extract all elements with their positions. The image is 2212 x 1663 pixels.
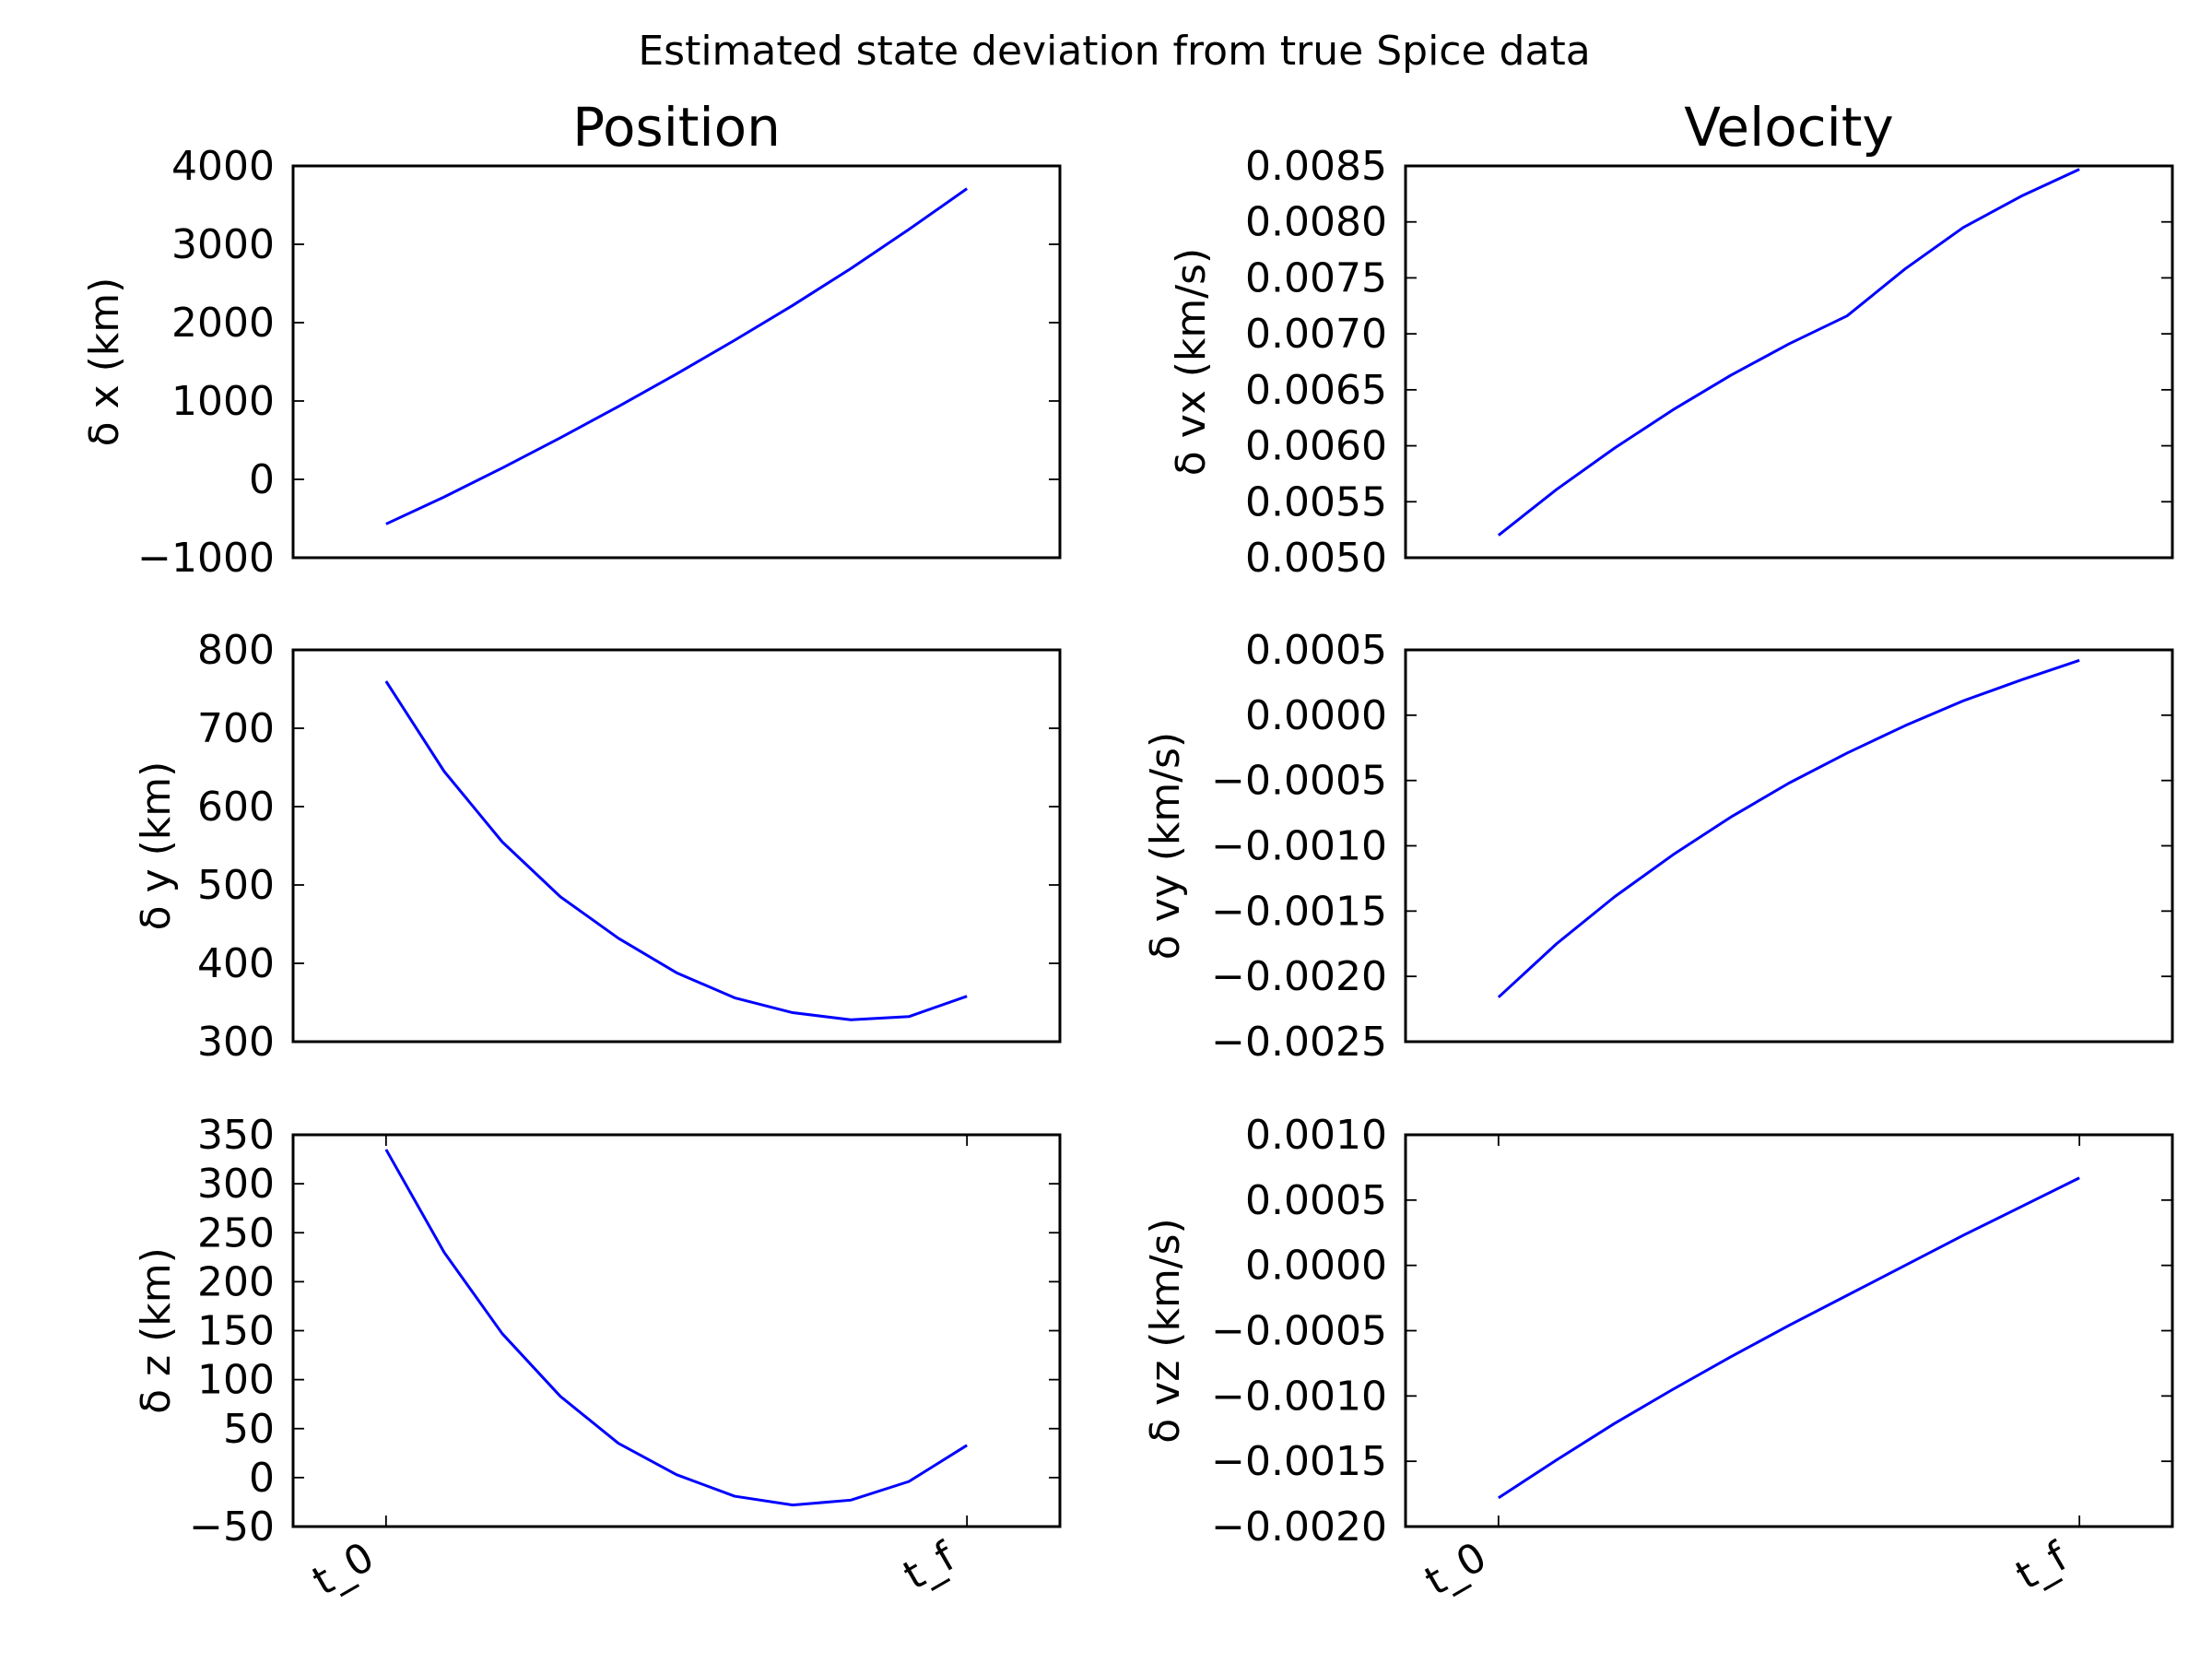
y-tick-label: 0.0075 (1245, 254, 1387, 301)
y-tick-label: 0.0000 (1245, 692, 1387, 739)
series-line-position-y (384, 680, 968, 1021)
y-tick-label: 300 (197, 1019, 275, 1066)
x-tick-label: t_f (896, 1533, 964, 1599)
plot-frame (1404, 1133, 2174, 1528)
y-tick-label: 0 (249, 1455, 275, 1502)
y-tick-label: −50 (189, 1504, 275, 1551)
x-tick-label: t_0 (305, 1533, 382, 1605)
y-tick-label: 0.0070 (1245, 311, 1387, 358)
panel-position-y: 300 400 500 600 700 800 δ y (km) (133, 627, 1062, 1066)
y-tick-label: 250 (197, 1209, 275, 1256)
y-tick-label: 0.0065 (1245, 367, 1387, 414)
panel-title: Velocity (1684, 96, 1894, 159)
y-tick-label: 300 (197, 1161, 275, 1208)
panel-title: Position (572, 96, 781, 159)
y-tick-label: 4000 (171, 143, 275, 190)
y-tick-label: 600 (197, 784, 275, 831)
series-line-velocity-x (1497, 168, 2080, 537)
plot-frame (1404, 648, 2174, 1044)
y-tick-label: 1000 (171, 378, 275, 425)
y-tick-label: −0.0005 (1211, 758, 1387, 805)
y-tick-label: 500 (197, 862, 275, 909)
panel-velocity-z: −0.0020 −0.0015 −0.0010 −0.0005 0.0000 0.0005… (1142, 1112, 2174, 1605)
plot-frame (291, 648, 1062, 1044)
y-tick-label: 2000 (171, 300, 275, 347)
y-tick-label: 350 (197, 1112, 275, 1159)
y-tick-label: −0.0015 (1211, 888, 1387, 935)
y-tick-label: 0.0000 (1245, 1243, 1387, 1290)
y-tick-label: 0.0010 (1245, 1112, 1387, 1159)
y-axis-label: δ vy (km/s) (1142, 732, 1189, 960)
y-tick-label: 3000 (171, 221, 275, 268)
panel-position-x: −1000 0 1000 2000 3000 4000 Position δ x (km) (81, 96, 1062, 582)
y-tick-label: 0.0005 (1245, 627, 1387, 674)
y-tick-label: −0.0025 (1211, 1019, 1387, 1066)
y-tick-label: 50 (223, 1406, 275, 1453)
y-tick-label: −1000 (137, 535, 275, 582)
y-tick-label: −0.0005 (1211, 1308, 1387, 1355)
x-tick-label: t_0 (1418, 1533, 1495, 1605)
y-tick-label: 0.0050 (1245, 535, 1387, 582)
y-axis-label: δ y (km) (133, 761, 180, 931)
y-tick-label: 0.0005 (1245, 1177, 1387, 1224)
y-tick-label: −0.0020 (1211, 953, 1387, 1000)
figure-suptitle: Estimated state deviation from true Spic… (638, 28, 1590, 75)
y-tick-label: −0.0020 (1211, 1504, 1387, 1551)
series-line-velocity-z (1498, 1176, 2080, 1500)
y-axis-label: δ vx (km/s) (1168, 248, 1215, 476)
y-tick-label: 400 (197, 940, 275, 987)
plot-frame (1404, 164, 2174, 560)
y-tick-label: 200 (197, 1258, 275, 1305)
plot-frame (291, 1133, 1062, 1528)
y-tick-label: −0.0010 (1211, 823, 1387, 870)
plot-frame (291, 164, 1062, 560)
y-tick-label: 0.0060 (1245, 423, 1387, 470)
y-axis-label: δ vz (km/s) (1142, 1218, 1189, 1443)
y-tick-label: 700 (197, 705, 275, 752)
y-tick-label: −0.0010 (1211, 1373, 1387, 1420)
y-tick-label: 100 (197, 1357, 275, 1404)
y-tick-label: 0.0055 (1245, 478, 1387, 525)
x-tick-label: t_f (2008, 1533, 2077, 1599)
series-line-position-x (385, 187, 969, 525)
y-tick-label: 800 (197, 627, 275, 674)
y-tick-label: 150 (197, 1308, 275, 1355)
series-line-position-z (384, 1149, 968, 1507)
series-line-velocity-y (1497, 658, 2080, 998)
panel-velocity-y: −0.0025 −0.0020 −0.0015 −0.0010 −0.0005 0.000… (1142, 627, 2174, 1066)
y-tick-label: 0.0085 (1245, 143, 1387, 190)
y-tick-label: 0 (249, 456, 275, 503)
panel-velocity-x: 0.0050 0.0055 0.0060 0.0065 0.0070 0.0075 0.00… (1168, 96, 2174, 582)
y-axis-label: δ x (km) (81, 277, 128, 447)
y-axis-label: δ z (km) (133, 1247, 180, 1414)
y-tick-label: 0.0080 (1245, 199, 1387, 246)
y-tick-label: −0.0015 (1211, 1438, 1387, 1485)
